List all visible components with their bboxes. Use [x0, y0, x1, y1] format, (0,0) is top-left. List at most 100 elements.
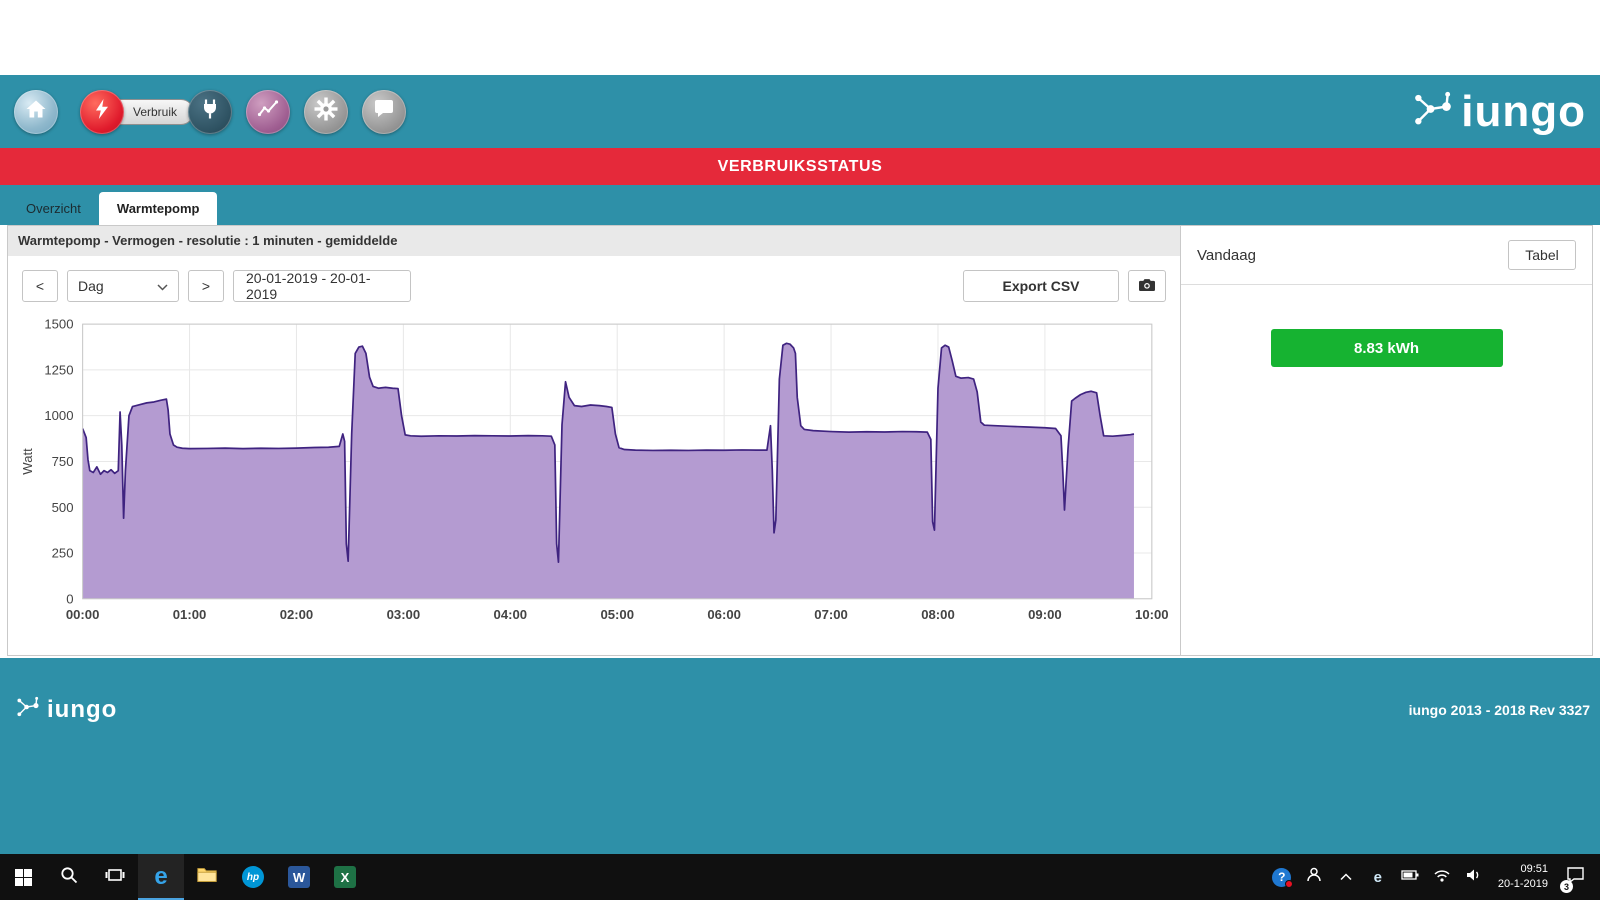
- tab-strip: Overzicht Warmtepomp: [0, 185, 1600, 225]
- system-tray: ? e: [1268, 854, 1600, 900]
- svg-text:09:00: 09:00: [1028, 607, 1062, 622]
- date-range-button[interactable]: 20-01-2019 - 20-01-2019: [233, 270, 411, 302]
- chart-subtitle: Warmtepomp - Vermogen - resolutie : 1 mi…: [8, 226, 1180, 256]
- clock-time: 09:51: [1520, 863, 1548, 876]
- header-icon-row: Verbruik: [14, 89, 407, 134]
- clock-date: 20-1-2019: [1497, 878, 1548, 890]
- svg-text:03:00: 03:00: [387, 607, 421, 622]
- wifi-icon: [1433, 868, 1451, 887]
- tab-overzicht-label: Overzicht: [26, 201, 81, 216]
- main-content: Warmtepomp - Vermogen - resolutie : 1 mi…: [0, 225, 1600, 658]
- messages-button[interactable]: [362, 89, 407, 134]
- camera-icon: [1137, 275, 1157, 298]
- people-button[interactable]: [1300, 854, 1328, 900]
- chevron-down-icon: [157, 278, 168, 294]
- word-button[interactable]: W: [276, 854, 322, 900]
- edge-icon: e: [154, 863, 168, 890]
- svg-text:08:00: 08:00: [921, 607, 955, 622]
- file-explorer-button[interactable]: [184, 854, 230, 900]
- graphs-button[interactable]: [246, 89, 291, 134]
- help-tray-button[interactable]: ?: [1268, 854, 1296, 900]
- footer-logo: iungo: [15, 694, 117, 725]
- iungo-logo: iungo: [1411, 87, 1586, 136]
- content-wrap: Warmtepomp - Vermogen - resolutie : 1 mi…: [7, 225, 1593, 656]
- devices-button[interactable]: [188, 89, 233, 134]
- svg-text:1250: 1250: [44, 362, 73, 377]
- windows-taskbar: e hp W X ?: [0, 854, 1600, 900]
- svg-text:05:00: 05:00: [600, 607, 634, 622]
- logo-text: iungo: [1461, 86, 1586, 136]
- home-button[interactable]: [14, 89, 58, 134]
- total-box: 8.83 kWh: [1270, 329, 1503, 367]
- table-view-button[interactable]: Tabel: [1508, 240, 1576, 270]
- svg-text:06:00: 06:00: [707, 607, 741, 622]
- period-select[interactable]: Dag: [67, 270, 179, 302]
- chart-controls: < Dag > 20-01-2019 - 20-01-2019 Export C…: [8, 256, 1180, 310]
- speaker-icon: [1465, 868, 1483, 887]
- svg-text:00:00: 00:00: [66, 607, 100, 622]
- svg-text:750: 750: [52, 454, 74, 469]
- chevron-up-icon: [1340, 868, 1352, 886]
- summary-title: Vandaag: [1197, 246, 1256, 264]
- footer-network-icon: [15, 694, 41, 725]
- page-footer: iungo iungo 2013 - 2018 Rev 3327: [0, 658, 1600, 854]
- battery-icon: [1401, 868, 1419, 886]
- tab-warmtepomp-label: Warmtepomp: [116, 201, 200, 216]
- edge-tray-button[interactable]: e: [1364, 854, 1392, 900]
- network-tray-button[interactable]: [1428, 854, 1456, 900]
- export-controls: Export CSV: [963, 270, 1166, 302]
- footer-logo-text: iungo: [47, 695, 118, 723]
- start-button[interactable]: [0, 854, 46, 900]
- notification-badge: 3: [1560, 880, 1573, 893]
- prev-period-button[interactable]: <: [22, 270, 58, 302]
- taskbar-apps: e hp W X: [0, 854, 368, 900]
- next-period-button[interactable]: >: [188, 270, 224, 302]
- home-icon: [24, 97, 48, 126]
- iungo-network-icon: [1411, 87, 1455, 136]
- export-csv-button[interactable]: Export CSV: [963, 270, 1119, 302]
- hp-app-button[interactable]: hp: [230, 854, 276, 900]
- lightning-icon: [90, 97, 114, 126]
- action-center-button[interactable]: 3: [1558, 854, 1592, 900]
- help-icon: ?: [1272, 867, 1294, 888]
- page-banner: VERBRUIKSSTATUS: [0, 148, 1600, 185]
- tab-warmtepomp[interactable]: Warmtepomp: [98, 192, 218, 225]
- svg-text:500: 500: [52, 500, 74, 515]
- volume-tray-button[interactable]: [1460, 854, 1488, 900]
- notification-icon: [1566, 866, 1585, 888]
- excel-icon: X: [334, 866, 356, 888]
- tab-overzicht[interactable]: Overzicht: [8, 192, 99, 225]
- browser-white-strip: [0, 0, 1600, 75]
- svg-text:250: 250: [52, 546, 74, 561]
- svg-text:1500: 1500: [44, 317, 73, 332]
- power-area-chart[interactable]: 0 250 500 750 1000 1250 1500 00:00 01:00 02:00 03:…: [8, 310, 1180, 640]
- task-view-icon: [105, 865, 125, 890]
- battery-tray-button[interactable]: [1396, 854, 1424, 900]
- energy-circle[interactable]: [80, 89, 124, 134]
- copyright-text: iungo 2013 - 2018 Rev 3327: [1408, 702, 1590, 718]
- task-view-button[interactable]: [92, 854, 138, 900]
- windows-icon: [14, 868, 32, 886]
- settings-button[interactable]: [304, 89, 349, 134]
- edge-tray-icon: e: [1373, 868, 1383, 886]
- svg-text:01:00: 01:00: [173, 607, 207, 622]
- gear-icon: [314, 97, 338, 126]
- summary-header: Vandaag Tabel: [1181, 226, 1592, 285]
- excel-button[interactable]: X: [322, 854, 368, 900]
- word-icon: W: [288, 866, 310, 888]
- search-button[interactable]: [46, 854, 92, 900]
- chat-icon: [372, 97, 396, 126]
- summary-panel: Vandaag Tabel 8.83 kWh: [1180, 226, 1592, 655]
- page-title: VERBRUIKSSTATUS: [717, 157, 883, 175]
- tray-expand-button[interactable]: [1332, 854, 1360, 900]
- edge-taskbar-button[interactable]: e: [138, 854, 184, 900]
- hp-icon: hp: [242, 866, 264, 888]
- svg-text:1000: 1000: [44, 408, 73, 423]
- screenshot-button[interactable]: [1128, 270, 1166, 302]
- svg-text:10:00: 10:00: [1135, 607, 1169, 622]
- verbruik-button[interactable]: Verbruik: [80, 89, 195, 134]
- chart-panel: Warmtepomp - Vermogen - resolutie : 1 mi…: [8, 226, 1180, 655]
- clock[interactable]: 09:51 20-1-2019: [1492, 862, 1554, 892]
- search-icon: [59, 865, 79, 890]
